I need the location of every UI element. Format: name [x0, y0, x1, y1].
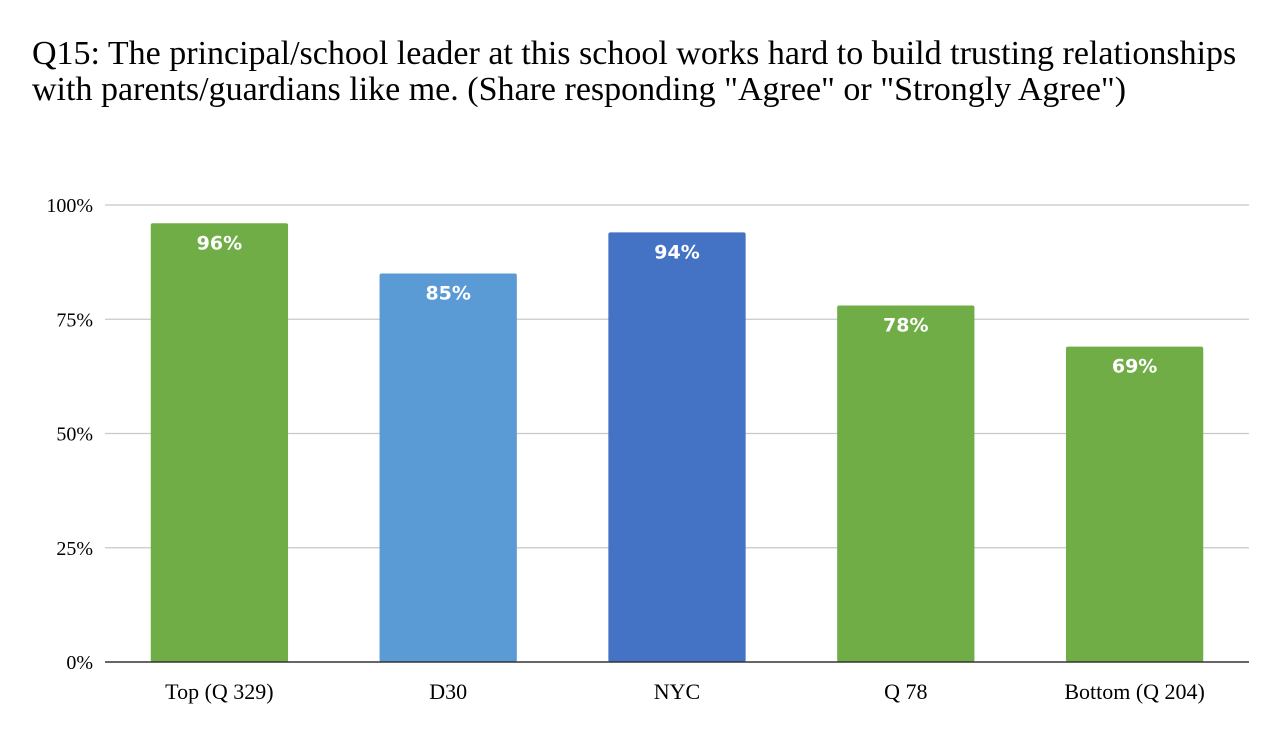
x-category-label: Bottom (Q 204) [1064, 679, 1205, 704]
bar [837, 305, 975, 662]
y-axis-ticks: 0% 25% 50% 75% 100% [46, 195, 93, 674]
y-tick-label: 50% [56, 424, 93, 446]
bar [150, 223, 289, 662]
bar [1065, 346, 1204, 662]
x-category-label: NYC [654, 679, 700, 704]
bars [150, 223, 1204, 663]
data-label: 78% [883, 315, 928, 337]
y-tick-label: 100% [46, 195, 93, 217]
y-tick-label: 75% [56, 309, 93, 331]
data-label: 69% [1112, 356, 1157, 378]
data-labels: 96% 85% 94% 78% 69% [197, 232, 1158, 377]
y-tick-label: 0% [66, 652, 93, 674]
bar [608, 232, 746, 663]
x-axis-categories: Top (Q 329) D30 NYC Q 78 Bottom (Q 204) [165, 679, 1205, 704]
x-category-label: D30 [429, 679, 467, 704]
chart-title: Q15: The principal/school leader at this… [32, 35, 1237, 108]
data-label: 94% [654, 241, 699, 263]
x-category-label: Top (Q 329) [165, 679, 273, 704]
data-label: 96% [197, 232, 242, 254]
data-label: 85% [425, 283, 470, 305]
x-category-label: Q 78 [884, 679, 927, 704]
y-tick-label: 25% [56, 538, 93, 560]
bar [379, 273, 517, 662]
